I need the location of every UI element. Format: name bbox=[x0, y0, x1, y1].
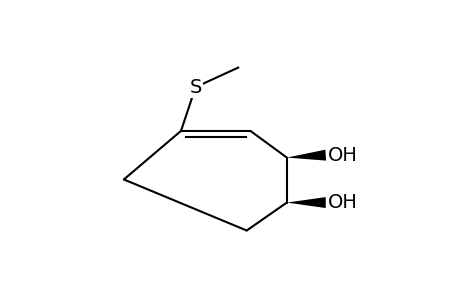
Polygon shape bbox=[286, 150, 325, 160]
Text: OH: OH bbox=[327, 146, 357, 165]
Text: OH: OH bbox=[327, 193, 357, 212]
Text: S: S bbox=[189, 78, 202, 97]
Polygon shape bbox=[286, 197, 325, 208]
